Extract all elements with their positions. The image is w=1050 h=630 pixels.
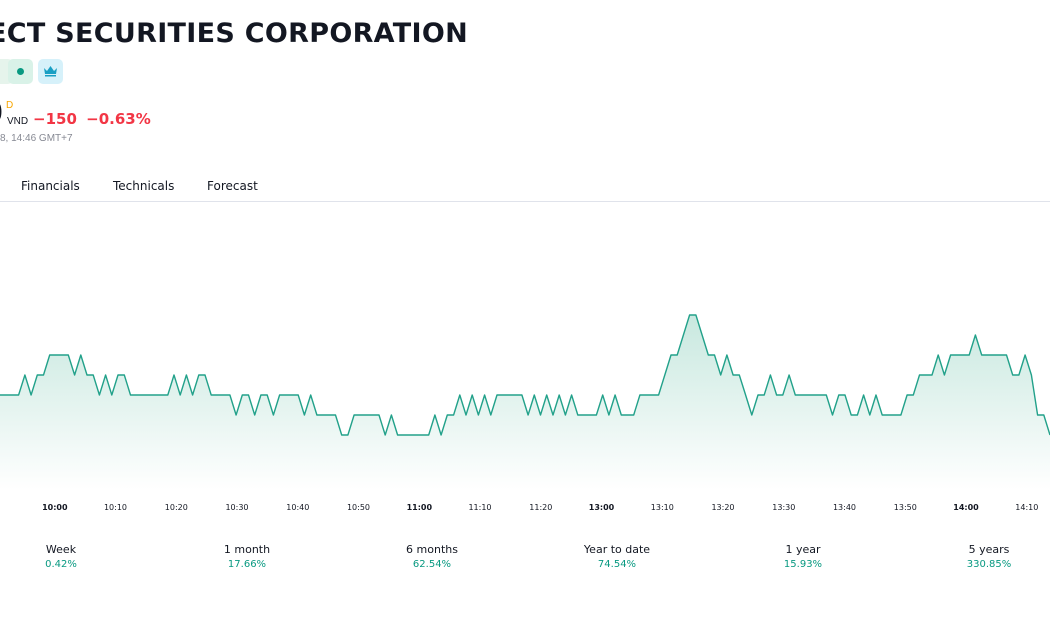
tab-forecast[interactable]: Forecast: [207, 179, 258, 193]
quote-timestamp: 8, 14:46 GMT+7: [0, 133, 73, 144]
x-axis-tick-label: 11:20: [529, 503, 552, 512]
change-absolute: −150: [33, 110, 77, 128]
performance-value: 0.42%: [45, 559, 77, 570]
x-axis-tick-label: 13:40: [833, 503, 856, 512]
x-axis-tick-label: 14:10: [1015, 503, 1038, 512]
x-axis-tick-label: 10:10: [104, 503, 127, 512]
performance-value: 15.93%: [783, 559, 823, 570]
x-axis-tick-label: 13:00: [589, 503, 615, 512]
price-line-series: [0, 314, 1050, 436]
performance-week[interactable]: Week 0.42%: [21, 543, 101, 570]
x-axis-tick-label: 13:10: [651, 503, 674, 512]
performance-value: 330.85%: [966, 559, 1012, 570]
price-area-fill: [0, 315, 1050, 490]
crown-icon: [44, 66, 57, 77]
company-name: ECT SECURITIES CORPORATION: [0, 18, 468, 49]
crown-badge[interactable]: [38, 59, 63, 84]
performance-label: 6 months: [406, 543, 458, 556]
performance-label: Year to date: [583, 543, 651, 556]
x-axis-tick-label: 13:50: [894, 503, 917, 512]
performance-1-month[interactable]: 1 month 17.66%: [207, 543, 287, 570]
performance-value: 74.54%: [597, 559, 637, 570]
performance-5-years[interactable]: 5 years 330.85%: [949, 543, 1029, 570]
performance-label: Week: [45, 543, 77, 556]
x-axis-tick-label: 10:00: [42, 503, 68, 512]
currency-label: VND: [7, 116, 29, 127]
performance-label: 1 year: [785, 543, 821, 556]
currency-badge: D: [6, 100, 14, 111]
performance-value: 62.54%: [412, 559, 452, 570]
change-percent: −0.63%: [86, 110, 151, 128]
performance-value: 17.66%: [227, 559, 267, 570]
market-open-dot-icon: [17, 68, 24, 75]
price-change: −150 −0.63%: [33, 110, 155, 128]
last-price: 0: [0, 96, 3, 130]
x-axis-tick-label: 11:00: [407, 503, 433, 512]
performance-label: 1 month: [223, 543, 271, 556]
x-axis-tick-label: 13:30: [772, 503, 795, 512]
performance-6-months[interactable]: 6 months 62.54%: [392, 543, 472, 570]
performance-label: 5 years: [968, 543, 1010, 556]
x-axis-tick-label: 10:20: [165, 503, 188, 512]
x-axis-tick-label: 10:30: [225, 503, 248, 512]
section-tabs: Financials Technicals Forecast: [0, 172, 1050, 202]
x-axis-tick-label: 10:40: [286, 503, 309, 512]
x-axis-tick-label: 14:00: [953, 503, 979, 512]
x-axis-tick-label: 13:20: [711, 503, 734, 512]
tab-technicals[interactable]: Technicals: [113, 179, 175, 193]
performance-1-year[interactable]: 1 year 15.93%: [763, 543, 843, 570]
x-axis-tick-label: 10:50: [347, 503, 370, 512]
performance-year-to-date[interactable]: Year to date 74.54%: [577, 543, 657, 570]
x-axis-tick-label: 11:10: [468, 503, 491, 512]
tab-financials[interactable]: Financials: [21, 179, 80, 193]
market-open-badge[interactable]: [8, 59, 33, 84]
